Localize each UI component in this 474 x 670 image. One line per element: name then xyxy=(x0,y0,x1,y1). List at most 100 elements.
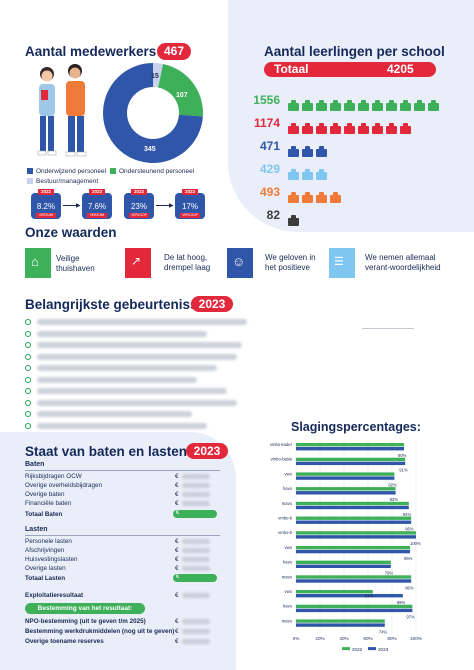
student-count: 471 xyxy=(259,139,280,153)
card-tag: VERZUIM xyxy=(36,213,56,218)
student-count: 1556 xyxy=(253,93,280,107)
donut-label-teaching: 345 xyxy=(144,146,156,153)
bar-2023 xyxy=(296,447,404,451)
student-row: 493 xyxy=(236,185,446,203)
currency-sign: € xyxy=(175,491,179,498)
divider xyxy=(25,535,220,536)
check-icon xyxy=(25,330,31,337)
value-1-tile: ⌂ xyxy=(25,248,51,278)
card-year: 2022 xyxy=(38,189,54,195)
data-label: 95% xyxy=(404,556,413,561)
bar-2022 xyxy=(296,575,412,579)
school-icon xyxy=(358,123,369,134)
students-total-bar: Totaal 4205 xyxy=(264,62,436,77)
currency-sign: € xyxy=(175,618,179,625)
absence-2023-card: 2023 7.6% VERZUIM xyxy=(82,189,112,219)
lasten-total-label: Totaal Lasten xyxy=(25,575,66,582)
pass-rates-chart: 0% 20% 40% 60% 80% 100% vmbo-kader 90% vmbo-basi… xyxy=(270,440,422,652)
event-text-redacted xyxy=(37,342,242,348)
bar-2023 xyxy=(296,476,395,480)
bar-2023 xyxy=(296,623,385,627)
student-row: 1174 xyxy=(236,116,446,134)
finance-line-label: Personele lasten xyxy=(25,538,72,545)
bar-2022 xyxy=(296,619,385,623)
arrow-line xyxy=(156,205,171,206)
divider xyxy=(362,328,414,329)
events-title: Belangrijkste gebeurtenissen xyxy=(25,297,214,312)
event-item xyxy=(25,387,229,395)
event-text-redacted xyxy=(37,388,227,394)
legend-2023-swatch xyxy=(368,647,376,651)
bar-2022 xyxy=(296,472,395,476)
card-tag: VERZUIM xyxy=(87,213,107,218)
category-label: vwo xyxy=(285,589,293,594)
legend-management-swatch xyxy=(27,178,33,185)
amount-redacted xyxy=(182,548,210,553)
arrow-line xyxy=(63,205,78,206)
students-panel-background xyxy=(228,0,474,232)
event-item xyxy=(25,318,249,326)
school-icon xyxy=(302,123,313,134)
event-item xyxy=(25,364,219,372)
data-label: 97% xyxy=(406,615,415,620)
check-icon xyxy=(25,319,31,325)
currency-sign: € xyxy=(175,547,179,554)
school-icon xyxy=(386,100,397,111)
bar-2023 xyxy=(296,491,396,495)
school-icon xyxy=(400,100,411,111)
x-tick-label: 40% xyxy=(339,636,348,641)
event-text-redacted xyxy=(37,376,197,383)
amount-redacted xyxy=(182,639,210,644)
school-icon xyxy=(302,169,313,180)
data-label: 90% xyxy=(398,453,407,458)
card-tag: VERLOOP xyxy=(180,213,200,218)
amount-redacted xyxy=(182,619,210,624)
legend-support-label: Ondersteunend personeel xyxy=(119,168,195,175)
school-icon xyxy=(372,123,383,134)
value-4-tile: ☰ xyxy=(329,248,355,278)
school-icon xyxy=(400,123,411,134)
school-icon xyxy=(330,100,341,111)
card-year: 2023 xyxy=(89,189,105,195)
total-highlight: € xyxy=(173,574,217,582)
amount-redacted xyxy=(182,501,210,506)
lasten-header: Lasten xyxy=(25,526,48,533)
finance-line-label: Huisvestingslasten xyxy=(25,556,78,563)
event-item xyxy=(25,422,209,430)
school-icon xyxy=(330,123,341,134)
bar-2023 xyxy=(296,564,391,568)
data-label: 79% xyxy=(385,571,394,576)
arrow-right-icon: ▶ xyxy=(76,203,81,209)
currency-sign: € xyxy=(176,510,180,516)
data-label: 74% xyxy=(379,629,388,634)
bar-2023 xyxy=(296,535,416,539)
card-value: 17% xyxy=(181,202,198,211)
school-icon xyxy=(302,100,313,111)
value-3-label: We geloven in het positieve xyxy=(265,253,316,272)
card-tag: VERLOOP xyxy=(129,213,149,218)
student-row: 1556 xyxy=(236,93,446,111)
category-label: havo xyxy=(283,560,293,565)
school-icon xyxy=(288,169,299,180)
event-text-redacted xyxy=(37,422,207,429)
destination-label: Bestemming werkdrukmiddelen (nog uit te … xyxy=(25,628,175,635)
finance-line-label: Financiële baten xyxy=(25,500,72,507)
card-value: 8.2% xyxy=(36,202,56,211)
turnover-2023-card: 2023 17% VERLOOP xyxy=(175,189,205,219)
student-count: 493 xyxy=(259,185,280,199)
event-text-redacted xyxy=(37,365,217,371)
event-text-redacted xyxy=(37,399,237,406)
finance-year-badge: 2023 xyxy=(186,443,228,459)
legend-teaching: Onderwijzend personeel xyxy=(27,168,106,175)
check-icon xyxy=(25,365,31,371)
category-label: vwo xyxy=(285,471,293,476)
data-label: 64% xyxy=(365,594,374,599)
amount-redacted xyxy=(182,474,210,479)
student-row: 429 xyxy=(236,162,446,180)
value-1-label: Veilige thuishaven xyxy=(56,254,95,273)
hands-icon: ☰ xyxy=(334,256,344,268)
school-icons xyxy=(288,98,442,116)
value-3-tile: ☺ xyxy=(227,248,253,278)
event-item xyxy=(25,399,239,407)
school-icon xyxy=(330,192,341,203)
